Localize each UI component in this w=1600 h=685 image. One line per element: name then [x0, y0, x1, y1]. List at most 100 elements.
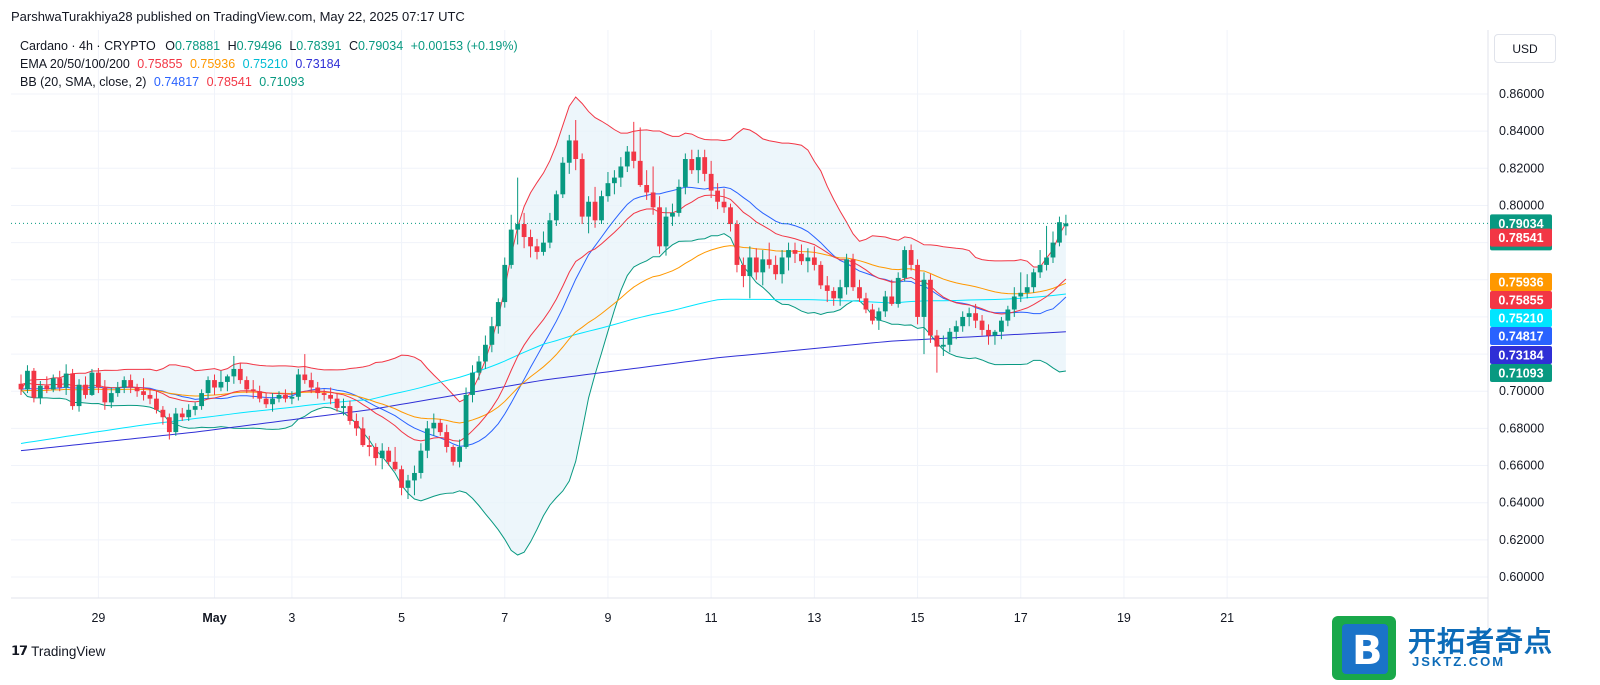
candle-body — [1050, 242, 1056, 258]
candle-body — [302, 374, 308, 381]
candle-body — [418, 450, 424, 473]
candle-body — [489, 326, 495, 345]
candle-body — [682, 159, 688, 187]
candle-body — [463, 394, 469, 447]
tradingview-branding[interactable]: 𝟭𝟳 TradingView — [11, 643, 105, 659]
ema100-value: 0.75210 — [242, 57, 288, 71]
last-price-badge: 0.79034 — [1498, 217, 1543, 231]
indicator-badge-bg — [1490, 273, 1552, 291]
candle-body — [31, 370, 37, 398]
candle-body — [147, 394, 153, 399]
bb-upper-line — [20, 96, 1067, 403]
candle-body — [850, 259, 856, 288]
candle-body — [734, 224, 740, 265]
candle-body — [999, 320, 1004, 332]
candle-body — [83, 384, 88, 395]
candle-body — [1063, 223, 1069, 227]
ema20-value: 0.75855 — [137, 57, 183, 71]
candle-body — [966, 313, 972, 317]
candle-body — [676, 186, 682, 213]
candle-body — [495, 302, 501, 327]
candle-body — [431, 422, 437, 429]
candle-body — [450, 446, 456, 462]
candle-body — [108, 393, 114, 403]
candle-body — [837, 287, 843, 299]
candle-body — [231, 368, 237, 377]
candle-body — [270, 398, 275, 405]
candle-body — [547, 220, 553, 243]
candle-body — [921, 279, 927, 317]
candle-body — [786, 250, 791, 258]
time-tick-label: 11 — [705, 611, 718, 625]
candle-body — [605, 183, 611, 197]
candle-body — [721, 201, 727, 208]
site-watermark: B 开拓者奇点 JSKTZ.COM — [1332, 614, 1600, 685]
candle-body — [1005, 309, 1011, 321]
open-label: O — [165, 39, 175, 53]
candle-body — [889, 296, 895, 304]
candle-body — [895, 277, 901, 304]
candle-body — [360, 428, 366, 446]
ema-legend[interactable]: EMA 20/50/100/200 0.75855 0.75936 0.7521… — [20, 57, 341, 71]
candle-body — [534, 246, 540, 252]
candle-body — [715, 190, 720, 202]
candle-body — [89, 372, 95, 395]
candle-body — [695, 157, 701, 171]
indicator-badge: 0.73184 — [1498, 349, 1543, 363]
candle-body — [115, 387, 121, 394]
candle-body — [212, 380, 217, 388]
candle-body — [844, 259, 849, 288]
candle-body — [379, 450, 385, 459]
candle-body — [424, 428, 430, 451]
candle-body — [799, 253, 804, 262]
candle-body — [141, 391, 146, 395]
candle-body — [670, 212, 675, 217]
candle-body — [592, 201, 598, 221]
candle-body — [50, 378, 56, 390]
candle-body — [386, 450, 392, 462]
bb-legend[interactable]: BB (20, SMA, close, 2) 0.74817 0.78541 0… — [20, 75, 304, 89]
candle-body — [940, 344, 946, 347]
candle-body — [483, 344, 488, 362]
candle-body — [321, 393, 327, 395]
time-tick-label: May — [202, 611, 226, 625]
candle-body — [1044, 257, 1049, 265]
candle-body — [250, 389, 256, 392]
candle-body — [708, 173, 714, 191]
candle-body — [870, 309, 875, 321]
candle-body — [805, 257, 811, 262]
candle-body — [373, 446, 379, 459]
candle-body — [689, 159, 695, 171]
watermark-logo-icon: B — [1332, 616, 1396, 680]
time-axis[interactable]: 29 May 3 5 7 9 11 13 15 17 19 21 — [91, 611, 1234, 625]
change-value: +0.00153 (+0.19%) — [410, 39, 518, 53]
candle-body — [366, 445, 372, 447]
candle-body — [121, 380, 127, 388]
bb-upper-value: 0.78541 — [206, 75, 252, 89]
candle-body — [102, 387, 108, 403]
price-tick-label: 0.70000 — [1499, 384, 1544, 398]
candle-body — [186, 409, 192, 418]
price-tick-label: 0.64000 — [1499, 496, 1544, 510]
candle-body — [760, 259, 766, 273]
indicator-badge-bg — [1490, 327, 1552, 345]
currency-button[interactable]: USD — [1494, 34, 1556, 63]
candle-body — [663, 216, 669, 247]
candle-body — [276, 394, 282, 399]
price-tick-label: 0.84000 — [1499, 124, 1544, 138]
candle-body — [637, 160, 643, 186]
time-tick-label: 7 — [501, 611, 508, 625]
symbol-legend[interactable]: Cardano · 4h · CRYPTO O0.78881 H0.79496 … — [20, 39, 518, 53]
price-tick-label: 0.68000 — [1499, 421, 1544, 435]
candle-body — [902, 250, 908, 278]
candle-body — [315, 387, 321, 394]
candle-body — [244, 380, 250, 390]
candle-body — [618, 166, 624, 178]
open-value: 0.78881 — [174, 39, 221, 53]
candle-body — [624, 151, 630, 167]
candle-body — [399, 469, 404, 488]
candle-body — [960, 316, 966, 327]
candle-body — [502, 264, 508, 303]
candle-body — [192, 406, 198, 410]
